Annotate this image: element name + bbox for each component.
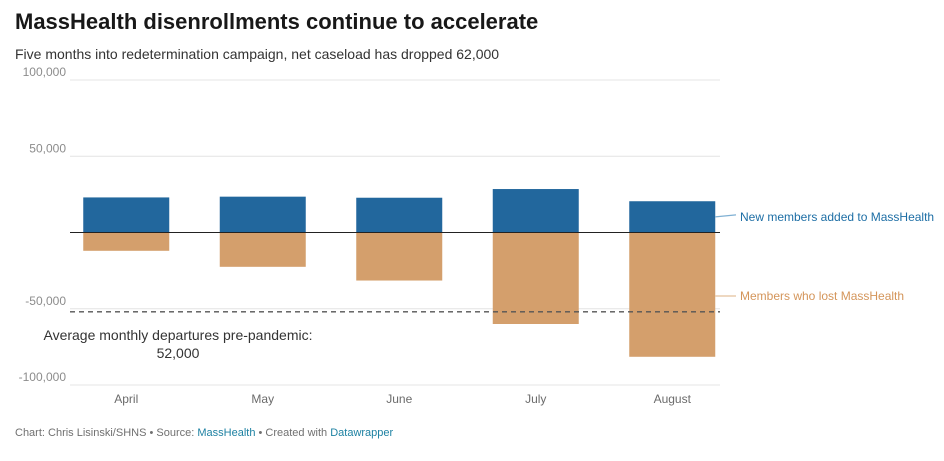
reference-value: 52,000: [157, 345, 200, 361]
x-tick-label: July: [525, 392, 546, 406]
footer-sep-source: • Source:: [146, 427, 198, 439]
bar-lost-april: [83, 232, 170, 251]
x-tick-label: August: [654, 392, 692, 406]
bar-lost-may: [219, 232, 306, 267]
leader-added: [715, 214, 737, 218]
x-tick-label: April: [114, 392, 138, 406]
y-tick-label: 100,000: [23, 65, 67, 79]
y-tick-label: -50,000: [25, 294, 66, 308]
chart-title: MassHealth disenrollments continue to ac…: [15, 9, 539, 34]
bar-added-july: [492, 189, 579, 233]
source-link[interactable]: MassHealth: [197, 427, 256, 439]
footer-credit: Chart: Chris Lisinski/SHNS: [15, 427, 147, 439]
footer-sep-tool: • Created with: [255, 427, 331, 439]
bar-added-april: [83, 197, 170, 233]
bar-added-august: [629, 201, 716, 233]
chart-subtitle: Five months into redetermination campaig…: [15, 46, 500, 62]
datawrapper-link[interactable]: Datawrapper: [330, 427, 394, 439]
reference-label: Average monthly departures pre-pandemic:: [43, 327, 312, 343]
chart-footer: Chart: Chris Lisinski/SHNS • Source: Mas…: [15, 427, 393, 439]
x-tick-label: May: [251, 392, 274, 406]
bar-lost-august: [629, 232, 716, 357]
series-label-lost: Members who lost MassHealth: [740, 289, 904, 303]
y-tick-label: -100,000: [19, 370, 67, 384]
bar-added-june: [356, 197, 443, 233]
x-tick-label: June: [386, 392, 412, 406]
series-label-added: New members added to MassHealth: [740, 210, 934, 224]
bar-lost-june: [356, 232, 443, 281]
y-tick-label: 50,000: [29, 141, 66, 155]
bar-added-may: [219, 196, 306, 233]
bar-lost-july: [492, 232, 579, 324]
